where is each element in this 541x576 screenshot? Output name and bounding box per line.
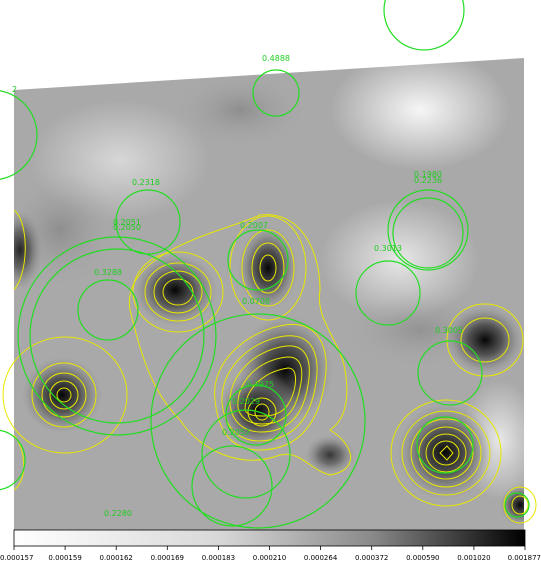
contour-group-left-source xyxy=(2,336,128,454)
contour-group-right-source xyxy=(446,303,524,377)
colorbar-tick-label: 0.000264 xyxy=(304,554,338,562)
region-label: 2 xyxy=(12,85,17,94)
region-label: 0.2051 xyxy=(113,218,141,227)
region-label: 0.3975 xyxy=(246,380,274,389)
colorbar-tick-label: 0.000590 xyxy=(406,554,439,562)
contour-group-lower-right-source xyxy=(390,399,502,507)
region-labels: 0.4888 0.2318 0.1980 0.2236 0.3013 0.328… xyxy=(12,54,463,518)
region-circle[interactable] xyxy=(392,197,464,269)
region-circle[interactable] xyxy=(383,0,465,51)
colorbar-tick-label: 0.000183 xyxy=(202,554,235,562)
colorbar: 0.000157 0.000159 0.000162 0.000169 0.000183… xyxy=(0,529,541,562)
region-label: 0.2007 xyxy=(240,221,268,230)
region-circle[interactable] xyxy=(387,189,469,271)
intensity-contours xyxy=(2,209,537,524)
region-circle[interactable] xyxy=(0,90,38,180)
region-label: 0.3013 xyxy=(374,244,402,253)
colorbar-ticks: 0.000157 0.000159 0.000162 0.000169 0.000183… xyxy=(0,546,541,562)
colorbar-tick-label: 0.000162 xyxy=(99,554,132,562)
region-label: 0.2236 xyxy=(414,176,442,185)
contour-group-upper-left-source xyxy=(132,251,224,333)
region-label: 0.2052 xyxy=(222,428,250,437)
colorbar-tick-label: 0.000210 xyxy=(253,554,286,562)
region-label: 0.4888 xyxy=(262,54,290,63)
region-circle[interactable] xyxy=(252,69,300,117)
region-circle[interactable] xyxy=(201,409,291,499)
region-circle[interactable] xyxy=(77,279,139,341)
grayscale-image xyxy=(14,58,524,530)
region-label: 0.2050 xyxy=(113,223,141,232)
region-circle[interactable] xyxy=(227,229,289,291)
region-circle[interactable] xyxy=(191,445,273,527)
region-circle[interactable] xyxy=(150,313,366,529)
region-circle[interactable] xyxy=(115,189,181,255)
region-circles[interactable] xyxy=(0,0,530,529)
region-circle[interactable] xyxy=(355,260,421,326)
region-label: 0.2029 xyxy=(232,397,260,406)
colorbar-tick-label: 0.000372 xyxy=(355,554,388,562)
region-circle[interactable] xyxy=(416,416,474,474)
colorbar-tick-label: 0.000159 xyxy=(48,554,81,562)
colorbar-tick-label: 0.000157 xyxy=(0,554,33,562)
colorbar-tick-label: 0.001020 xyxy=(457,554,490,562)
contour-group-center-source xyxy=(129,214,352,476)
region-circle[interactable] xyxy=(0,429,26,491)
region-label: 0.0708 xyxy=(242,297,270,306)
colorbar-tick-label: 0.001877 xyxy=(508,554,541,562)
region-circle[interactable] xyxy=(417,340,483,406)
region-label: 0.2318 xyxy=(132,178,160,187)
region-circle[interactable] xyxy=(17,236,217,436)
colorbar-gradient xyxy=(13,529,526,547)
colorbar-tick-label: 0.000169 xyxy=(151,554,184,562)
region-label: 0.3005 xyxy=(435,326,463,335)
region-label: 0.3288 xyxy=(94,268,122,277)
region-circle[interactable] xyxy=(29,248,205,424)
region-circle[interactable] xyxy=(504,492,530,518)
region-label: 0.1980 xyxy=(414,170,442,179)
region-label: 0.2280 xyxy=(104,509,132,518)
